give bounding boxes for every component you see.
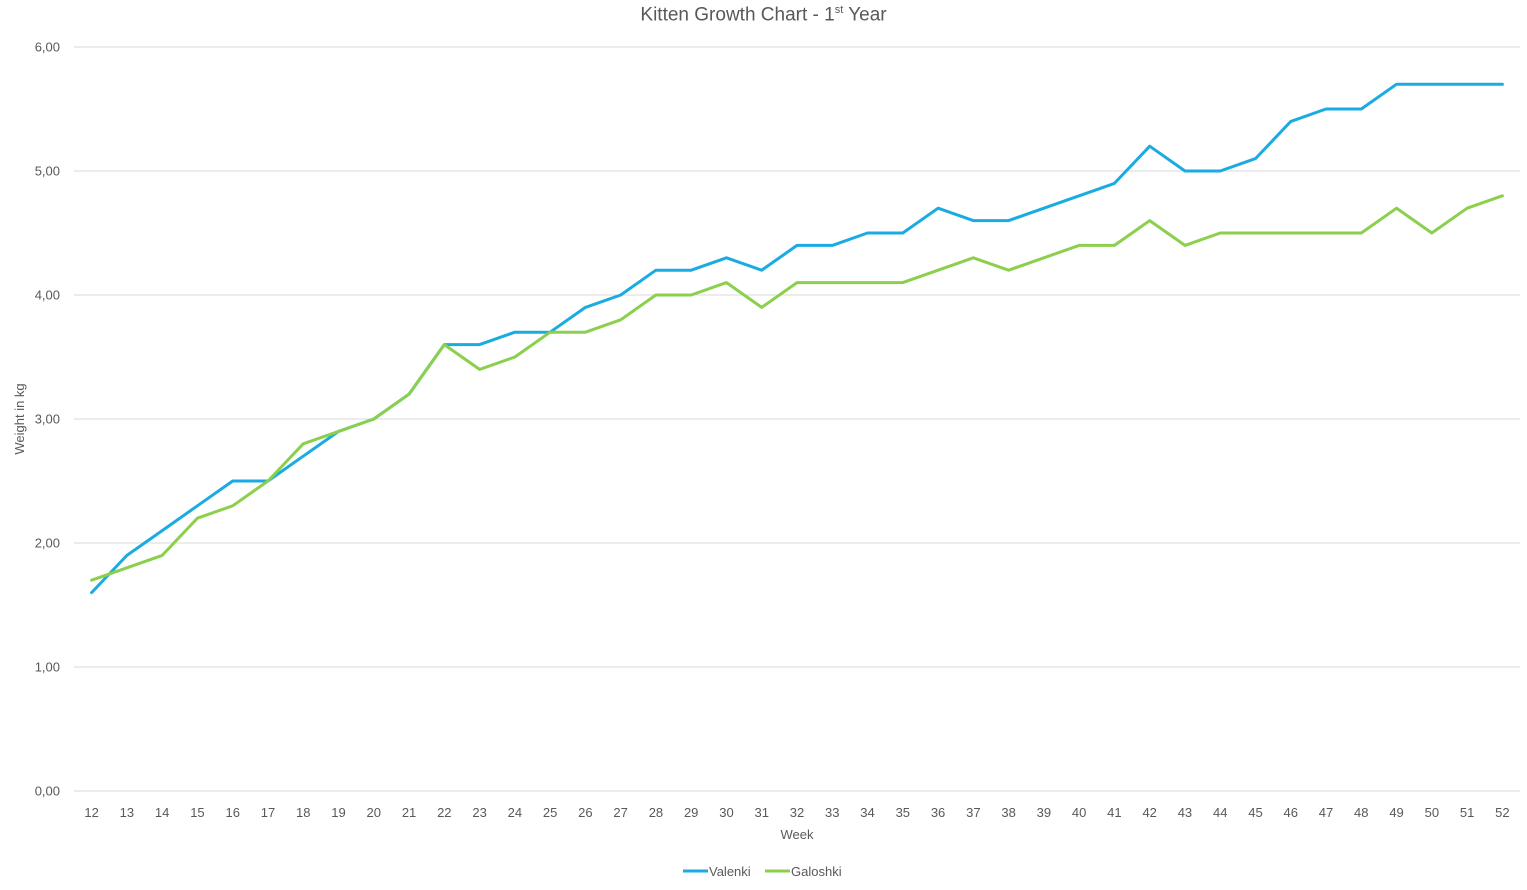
chart-title-main: Kitten Growth Chart - 1 [640, 4, 835, 26]
x-tick-label: 12 [84, 805, 98, 820]
x-tick-label: 51 [1460, 805, 1474, 820]
x-tick-label: 16 [225, 805, 239, 820]
y-tick-label: 3,00 [35, 412, 60, 427]
x-tick-label: 22 [437, 805, 451, 820]
x-tick-label: 31 [754, 805, 768, 820]
x-tick-label: 41 [1107, 805, 1121, 820]
series-line-valenki [90, 82, 1504, 595]
x-tick-label: 21 [402, 805, 416, 820]
x-tick-label: 37 [966, 805, 980, 820]
x-tick-label: 20 [367, 805, 381, 820]
x-tick-label: 33 [825, 805, 839, 820]
x-tick-label: 42 [1142, 805, 1156, 820]
x-tick-label: 46 [1284, 805, 1298, 820]
x-tick-label: 49 [1389, 805, 1403, 820]
series-line-galoshki [90, 194, 1504, 582]
x-tick-label: 25 [543, 805, 557, 820]
x-tick-label: 44 [1213, 805, 1227, 820]
legend-label: Galoshki [791, 864, 842, 879]
x-tick-label: 26 [578, 805, 592, 820]
chart-title: Kitten Growth Chart - 1st Year [0, 4, 1527, 26]
x-tick-label: 48 [1354, 805, 1368, 820]
x-tick-label: 40 [1072, 805, 1086, 820]
x-tick-label: 30 [719, 805, 733, 820]
x-tick-label: 13 [120, 805, 134, 820]
legend-item-galoshki: Galoshki [765, 864, 842, 879]
legend-label: Valenki [709, 864, 751, 879]
x-tick-label: 35 [896, 805, 910, 820]
x-tick-label: 19 [331, 805, 345, 820]
x-axis-ticks: 12 13 14 15 16 17 18 19 20 21 22 23 24 25 26 27 28 29 30 31… [84, 805, 1509, 820]
x-tick-label: 36 [931, 805, 945, 820]
x-tick-label: 14 [155, 805, 169, 820]
x-tick-label: 24 [508, 805, 522, 820]
chart-title-suffix: Year [843, 4, 887, 26]
series-lines [90, 82, 1504, 595]
x-axis-title: Week [781, 827, 814, 842]
x-tick-label: 43 [1178, 805, 1192, 820]
x-tick-label: 15 [190, 805, 204, 820]
x-tick-label: 52 [1495, 805, 1509, 820]
y-tick-label: 5,00 [35, 164, 60, 179]
x-tick-label: 23 [472, 805, 486, 820]
y-tick-label: 0,00 [35, 784, 60, 799]
y-axis-ticks: 0,00 1,00 2,00 3,00 4,00 5,00 6,00 [35, 40, 60, 799]
x-tick-label: 45 [1248, 805, 1262, 820]
y-axis-title: Weight in kg [12, 383, 27, 454]
y-tick-label: 4,00 [35, 288, 60, 303]
chart-title-superscript: st [834, 4, 844, 16]
legend: Valenki Galoshki [683, 864, 842, 879]
x-tick-label: 29 [684, 805, 698, 820]
gridlines [74, 46, 1520, 792]
y-tick-label: 1,00 [35, 660, 60, 675]
x-tick-label: 38 [1001, 805, 1015, 820]
x-tick-label: 34 [860, 805, 874, 820]
y-tick-label: 6,00 [35, 40, 60, 55]
x-tick-label: 18 [296, 805, 310, 820]
x-tick-label: 50 [1425, 805, 1439, 820]
x-tick-label: 39 [1037, 805, 1051, 820]
legend-item-valenki: Valenki [683, 864, 751, 879]
x-tick-label: 27 [613, 805, 627, 820]
x-tick-label: 28 [649, 805, 663, 820]
x-tick-label: 32 [790, 805, 804, 820]
y-tick-label: 2,00 [35, 536, 60, 551]
x-tick-label: 17 [261, 805, 275, 820]
x-tick-label: 47 [1319, 805, 1333, 820]
